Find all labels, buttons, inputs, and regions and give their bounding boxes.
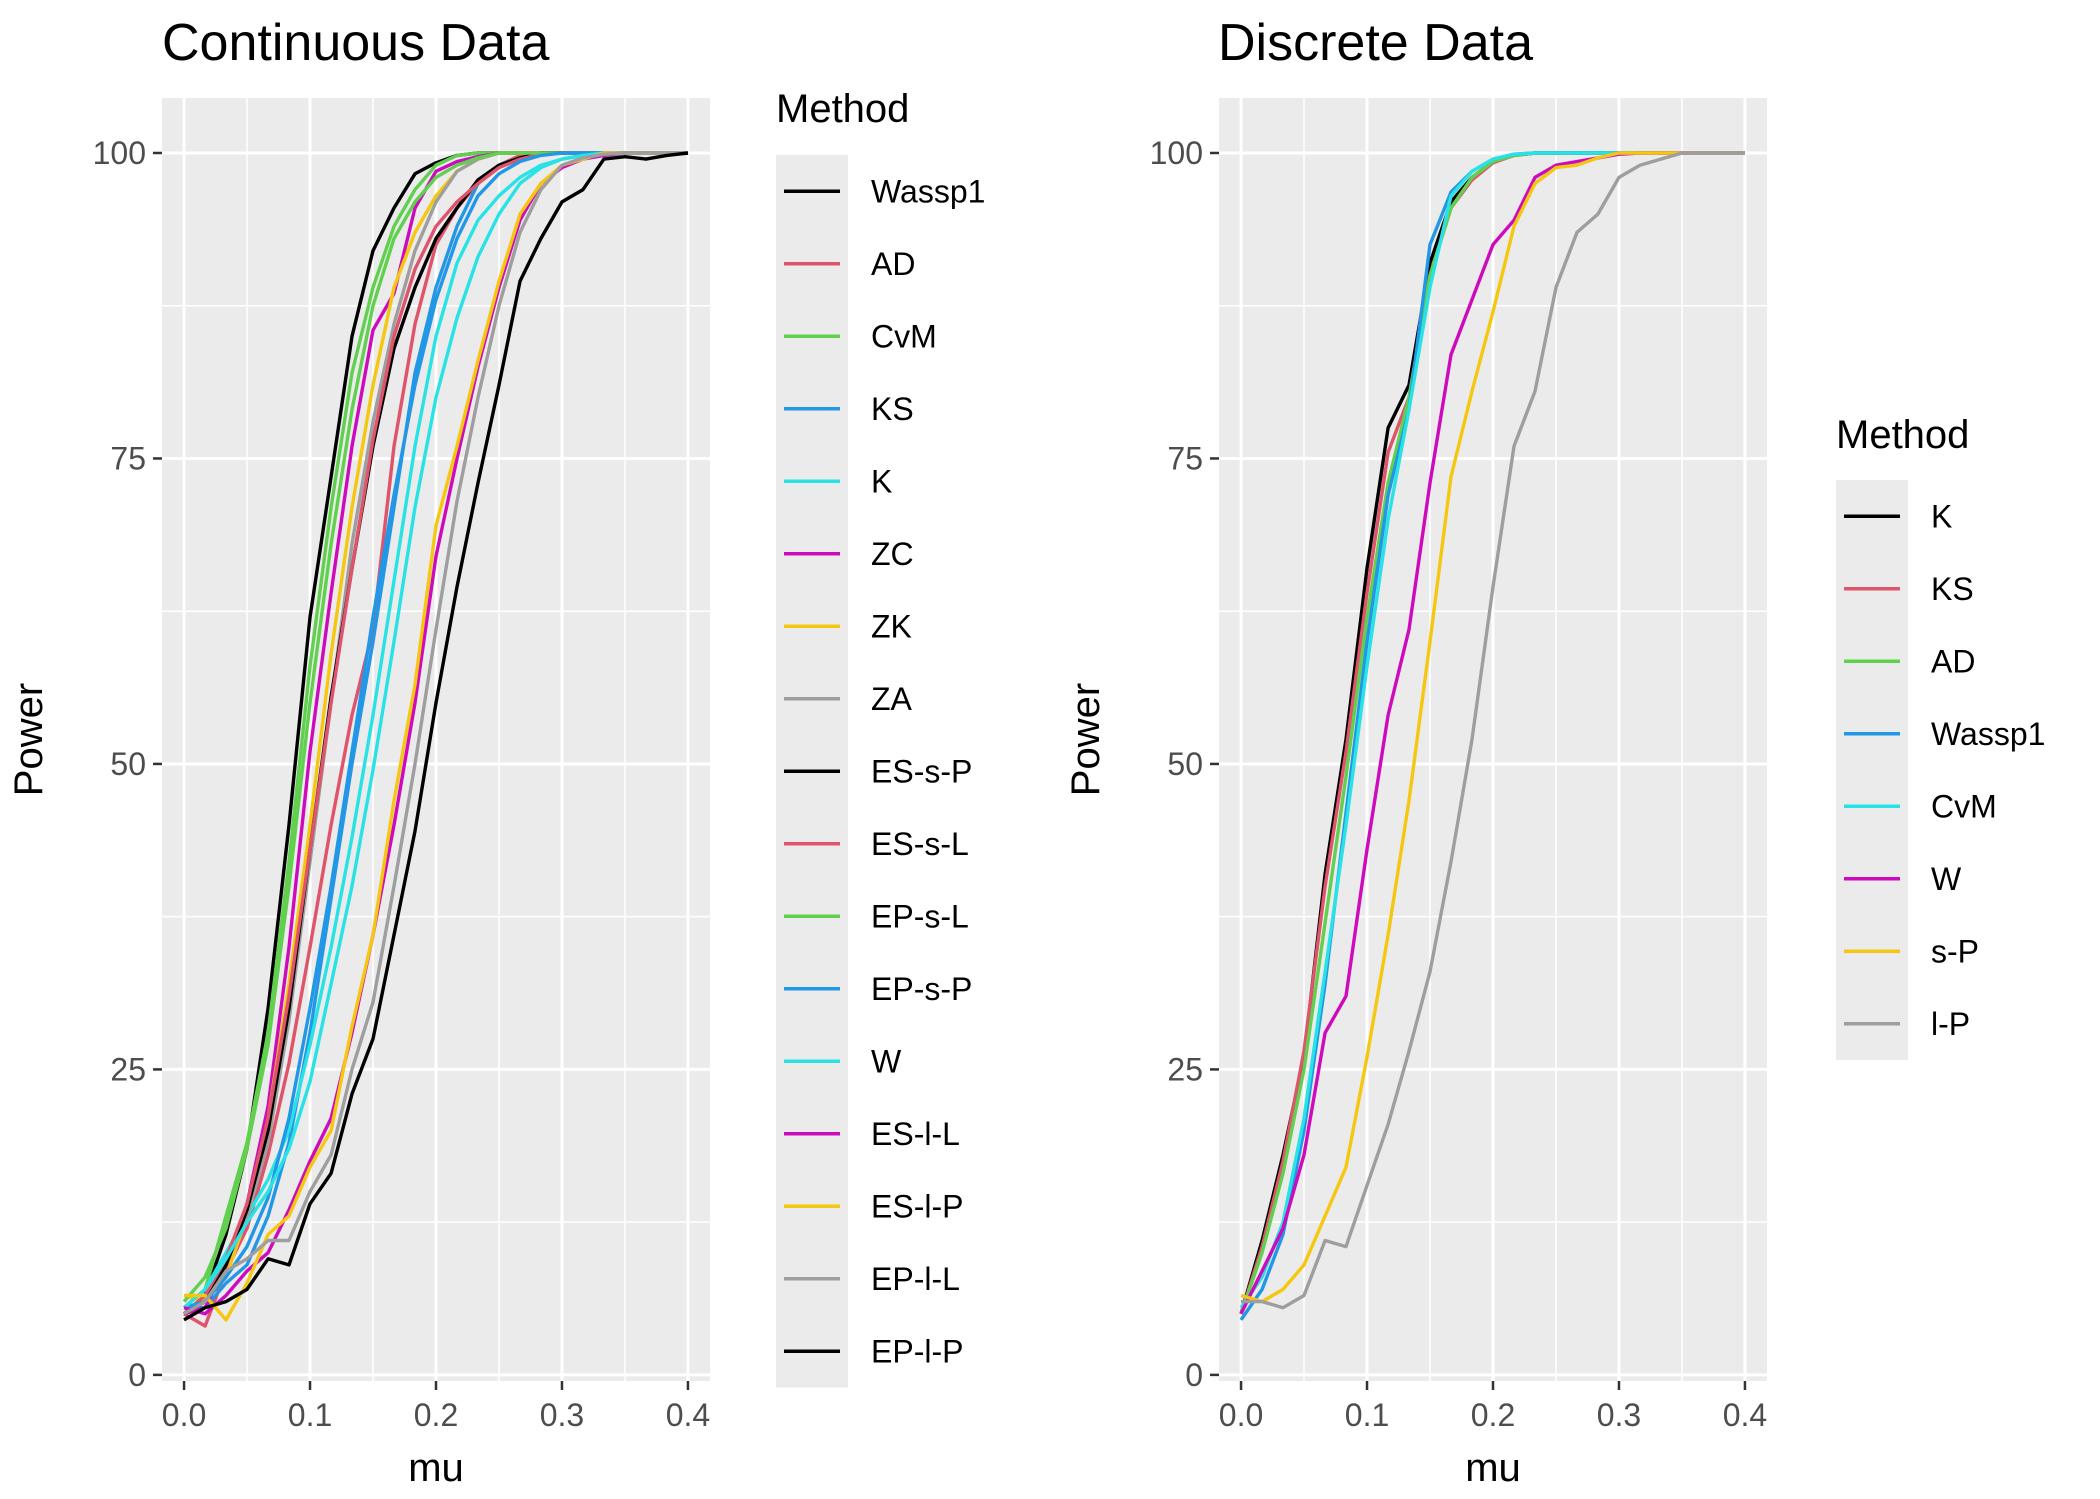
chart-panel-0: Continuous Data 0.0 0.1 0.2 0.3 0.4 0 25 50 75 100… (7, 14, 985, 1490)
legend-label: ES-l-P (871, 1188, 963, 1224)
legend-label: EP-s-L (871, 898, 969, 934)
x-tick-label: 0.3 (540, 1397, 584, 1433)
chart-title: Continuous Data (162, 14, 549, 72)
legend-label: KS (871, 391, 914, 427)
legend-label: ES-l-L (871, 1116, 960, 1152)
legend-label: ZA (871, 681, 913, 717)
y-axis-label: Power (1064, 683, 1108, 796)
x-tick-label: 0.0 (162, 1397, 206, 1433)
legend-label: W (1931, 861, 1962, 897)
y-tick-label: 25 (110, 1051, 146, 1087)
legend: Method Wassp1 AD CvM KS K ZC ZK ZA ES-s-P ES-s-L EP… (776, 87, 985, 1388)
y-tick-label: 50 (1167, 746, 1203, 782)
legend-label: W (871, 1043, 902, 1079)
series-line-l-P (1241, 151, 1745, 1310)
series-line-EP-l-P (183, 151, 689, 1322)
x-tick-label: 0.0 (1219, 1397, 1263, 1433)
x-tick-label: 0.1 (1345, 1397, 1389, 1433)
chart-title: Discrete Data (1218, 14, 1533, 72)
legend-label: AD (871, 246, 915, 282)
series-lines (1239, 151, 1745, 1321)
series-line-s-P (1240, 151, 1745, 1304)
x-tick-label: 0.3 (1597, 1397, 1641, 1433)
legend-label: KS (1931, 571, 1974, 607)
axes: 0.0 0.1 0.2 0.3 0.4 0 25 50 75 100 (1150, 135, 1768, 1433)
legend-label: ZK (871, 608, 912, 644)
legend: Method K KS AD Wassp1 CvM Ws-P l-P (1836, 413, 2045, 1060)
legend-key-background (1836, 480, 1908, 1060)
legend-title: Method (776, 87, 909, 131)
x-tick-label: 0.4 (666, 1397, 710, 1433)
legend-label: s-P (1931, 933, 1979, 969)
y-tick-label: 25 (1167, 1051, 1203, 1087)
legend-label: CvM (1931, 788, 1997, 824)
chart-panel-1: Discrete Data 0.0 0.1 0.2 0.3 0.4 0 25 50 75 100 mu… (1064, 14, 2045, 1490)
series-lines (182, 151, 689, 1328)
legend-label: K (1931, 498, 1952, 534)
y-axis-label: Power (7, 683, 51, 796)
axes: 0.0 0.1 0.2 0.3 0.4 0 25 50 75 100 (93, 135, 711, 1433)
y-tick-label: 100 (1150, 135, 1203, 171)
x-tick-label: 0.1 (288, 1397, 332, 1433)
y-tick-label: 0 (1185, 1357, 1203, 1393)
legend-label: ES-s-P (871, 753, 972, 789)
legend-label: CvM (871, 318, 937, 354)
y-tick-label: 75 (110, 440, 146, 476)
y-tick-label: 50 (110, 746, 146, 782)
legend-label: K (871, 463, 892, 499)
legend-label: ZC (871, 536, 914, 572)
major-grid (1219, 98, 1767, 1381)
y-tick-label: 100 (93, 135, 146, 171)
legend-title: Method (1836, 413, 1969, 457)
legend-label: EP-s-P (871, 971, 972, 1007)
legend-label: Wassp1 (1931, 716, 2045, 752)
y-tick-label: 75 (1167, 440, 1203, 476)
x-tick-label: 0.4 (1723, 1397, 1767, 1433)
x-axis-label: mu (408, 1446, 464, 1490)
x-axis-label: mu (1465, 1446, 1521, 1490)
legend-label: l-P (1931, 1006, 1970, 1042)
legend-label: EP-l-L (871, 1261, 960, 1297)
y-tick-label: 0 (128, 1357, 146, 1393)
x-tick-label: 0.2 (1471, 1397, 1515, 1433)
legend-label: EP-l-P (871, 1333, 963, 1369)
series-line-EP-l-L (183, 151, 688, 1316)
legend-label: Wassp1 (871, 173, 985, 209)
x-tick-label: 0.2 (414, 1397, 458, 1433)
legend-label: AD (1931, 643, 1975, 679)
legend-label: ES-s-L (871, 826, 969, 862)
